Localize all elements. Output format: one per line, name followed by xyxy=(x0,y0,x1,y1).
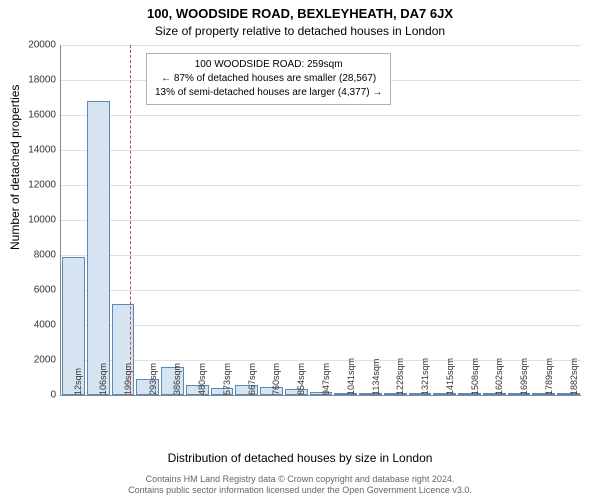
plot-area: 0200040006000800010000120001400016000180… xyxy=(60,45,581,396)
property-marker-line xyxy=(130,45,131,395)
y-tick-label: 18000 xyxy=(16,75,56,86)
x-tick-label: 947sqm xyxy=(321,363,331,395)
annotation-box: 100 WOODSIDE ROAD: 259sqm← 87% of detach… xyxy=(146,53,391,105)
y-tick-label: 6000 xyxy=(16,285,56,296)
x-tick-label: 386sqm xyxy=(172,363,182,395)
y-tick-label: 14000 xyxy=(16,145,56,156)
x-tick-label: 199sqm xyxy=(123,363,133,395)
x-tick-label: 12sqm xyxy=(73,368,83,395)
annotation-line2: ← 87% of detached houses are smaller (28… xyxy=(155,72,382,86)
chart-container: 100, WOODSIDE ROAD, BEXLEYHEATH, DA7 6JX… xyxy=(0,0,600,500)
x-tick-label: 1789sqm xyxy=(544,358,554,395)
y-tick-label: 20000 xyxy=(16,40,56,51)
x-tick-label: 1882sqm xyxy=(569,358,579,395)
gridline xyxy=(61,45,581,46)
y-tick-label: 2000 xyxy=(16,355,56,366)
y-tick-label: 0 xyxy=(16,390,56,401)
gridline xyxy=(61,290,581,291)
x-tick-label: 1041sqm xyxy=(346,358,356,395)
gridline xyxy=(61,185,581,186)
chart-subtitle: Size of property relative to detached ho… xyxy=(0,24,600,38)
histogram-bar xyxy=(87,101,110,395)
x-tick-label: 667sqm xyxy=(247,363,257,395)
y-tick-label: 12000 xyxy=(16,180,56,191)
y-tick-label: 16000 xyxy=(16,110,56,121)
gridline xyxy=(61,325,581,326)
x-tick-label: 1228sqm xyxy=(395,358,405,395)
x-tick-label: 1321sqm xyxy=(420,358,430,395)
x-tick-label: 1602sqm xyxy=(494,358,504,395)
gridline xyxy=(61,220,581,221)
attribution-line1: Contains HM Land Registry data © Crown c… xyxy=(0,474,600,486)
gridline xyxy=(61,115,581,116)
x-tick-label: 1134sqm xyxy=(371,359,381,395)
annotation-line1: 100 WOODSIDE ROAD: 259sqm xyxy=(155,58,382,72)
x-tick-label: 480sqm xyxy=(197,363,207,395)
x-tick-label: 1415sqm xyxy=(445,358,455,395)
x-axis-label: Distribution of detached houses by size … xyxy=(0,451,600,465)
chart-title: 100, WOODSIDE ROAD, BEXLEYHEATH, DA7 6JX xyxy=(0,6,600,21)
y-tick-label: 4000 xyxy=(16,320,56,331)
gridline xyxy=(61,150,581,151)
x-tick-label: 293sqm xyxy=(148,363,158,395)
x-tick-label: 106sqm xyxy=(98,363,108,395)
gridline xyxy=(61,255,581,256)
x-tick-label: 854sqm xyxy=(296,363,306,395)
attribution-line2: Contains public sector information licen… xyxy=(0,485,600,497)
annotation-line3: 13% of semi-detached houses are larger (… xyxy=(155,86,382,100)
y-tick-label: 8000 xyxy=(16,250,56,261)
y-tick-label: 10000 xyxy=(16,215,56,226)
x-tick-label: 760sqm xyxy=(271,363,281,395)
x-tick-label: 1508sqm xyxy=(470,358,480,395)
x-tick-label: 1695sqm xyxy=(519,358,529,395)
attribution: Contains HM Land Registry data © Crown c… xyxy=(0,474,600,497)
x-tick-label: 573sqm xyxy=(222,363,232,395)
